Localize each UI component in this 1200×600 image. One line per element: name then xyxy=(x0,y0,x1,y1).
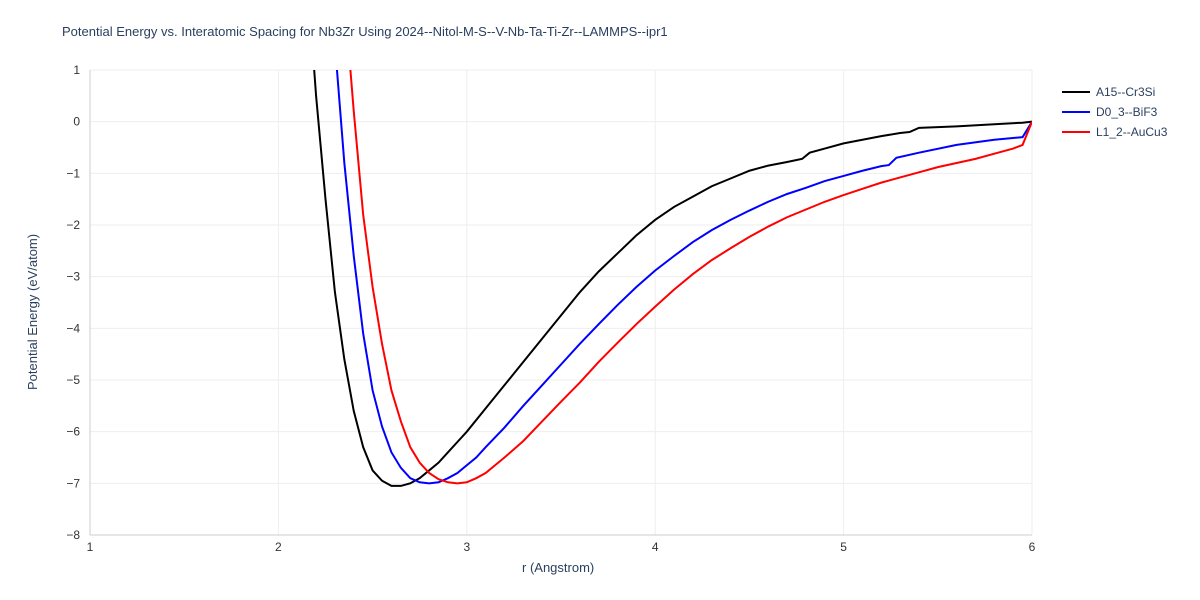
legend-item[interactable]: L1_2--AuCu3 xyxy=(1062,122,1167,142)
y-axis-label: Potential Energy (eV/atom) xyxy=(25,234,40,390)
chart-container: Potential Energy vs. Interatomic Spacing… xyxy=(0,0,1200,600)
y-tick-label: −5 xyxy=(66,373,80,387)
series-line[interactable] xyxy=(312,0,1032,483)
y-tick-label: −7 xyxy=(66,476,80,490)
x-tick-label: 6 xyxy=(1029,540,1036,554)
series-line[interactable] xyxy=(324,0,1032,483)
legend-item[interactable]: A15--Cr3Si xyxy=(1062,82,1167,102)
legend-label: L1_2--AuCu3 xyxy=(1096,125,1167,139)
legend-swatch xyxy=(1062,91,1090,93)
y-tick-label: −8 xyxy=(66,528,80,542)
legend-label: D0_3--BiF3 xyxy=(1096,105,1157,119)
y-tick-label: −6 xyxy=(66,425,80,439)
x-tick-label: 5 xyxy=(840,540,847,554)
y-tick-label: −2 xyxy=(66,218,80,232)
x-tick-label: 1 xyxy=(87,540,94,554)
legend: A15--Cr3Si D0_3--BiF3 L1_2--AuCu3 xyxy=(1062,82,1167,142)
y-tick-label: −4 xyxy=(66,321,80,335)
x-tick-label: 3 xyxy=(463,540,470,554)
legend-swatch xyxy=(1062,111,1090,113)
x-tick-label: 2 xyxy=(275,540,282,554)
legend-label: A15--Cr3Si xyxy=(1096,85,1155,99)
y-tick-label: −1 xyxy=(66,166,80,180)
x-axis-label: r (Angstrom) xyxy=(522,560,594,575)
y-tick-label: −3 xyxy=(66,270,80,284)
legend-swatch xyxy=(1062,131,1090,133)
y-tick-label: 0 xyxy=(73,115,80,129)
legend-item[interactable]: D0_3--BiF3 xyxy=(1062,102,1167,122)
series-line[interactable] xyxy=(288,0,1032,486)
x-tick-label: 4 xyxy=(652,540,659,554)
y-tick-label: 1 xyxy=(73,63,80,77)
plot-svg: 1 2 3 4 5 6 −8 −7 −6 −5 −4 −3 −2 −1 0 1 xyxy=(0,0,1200,600)
